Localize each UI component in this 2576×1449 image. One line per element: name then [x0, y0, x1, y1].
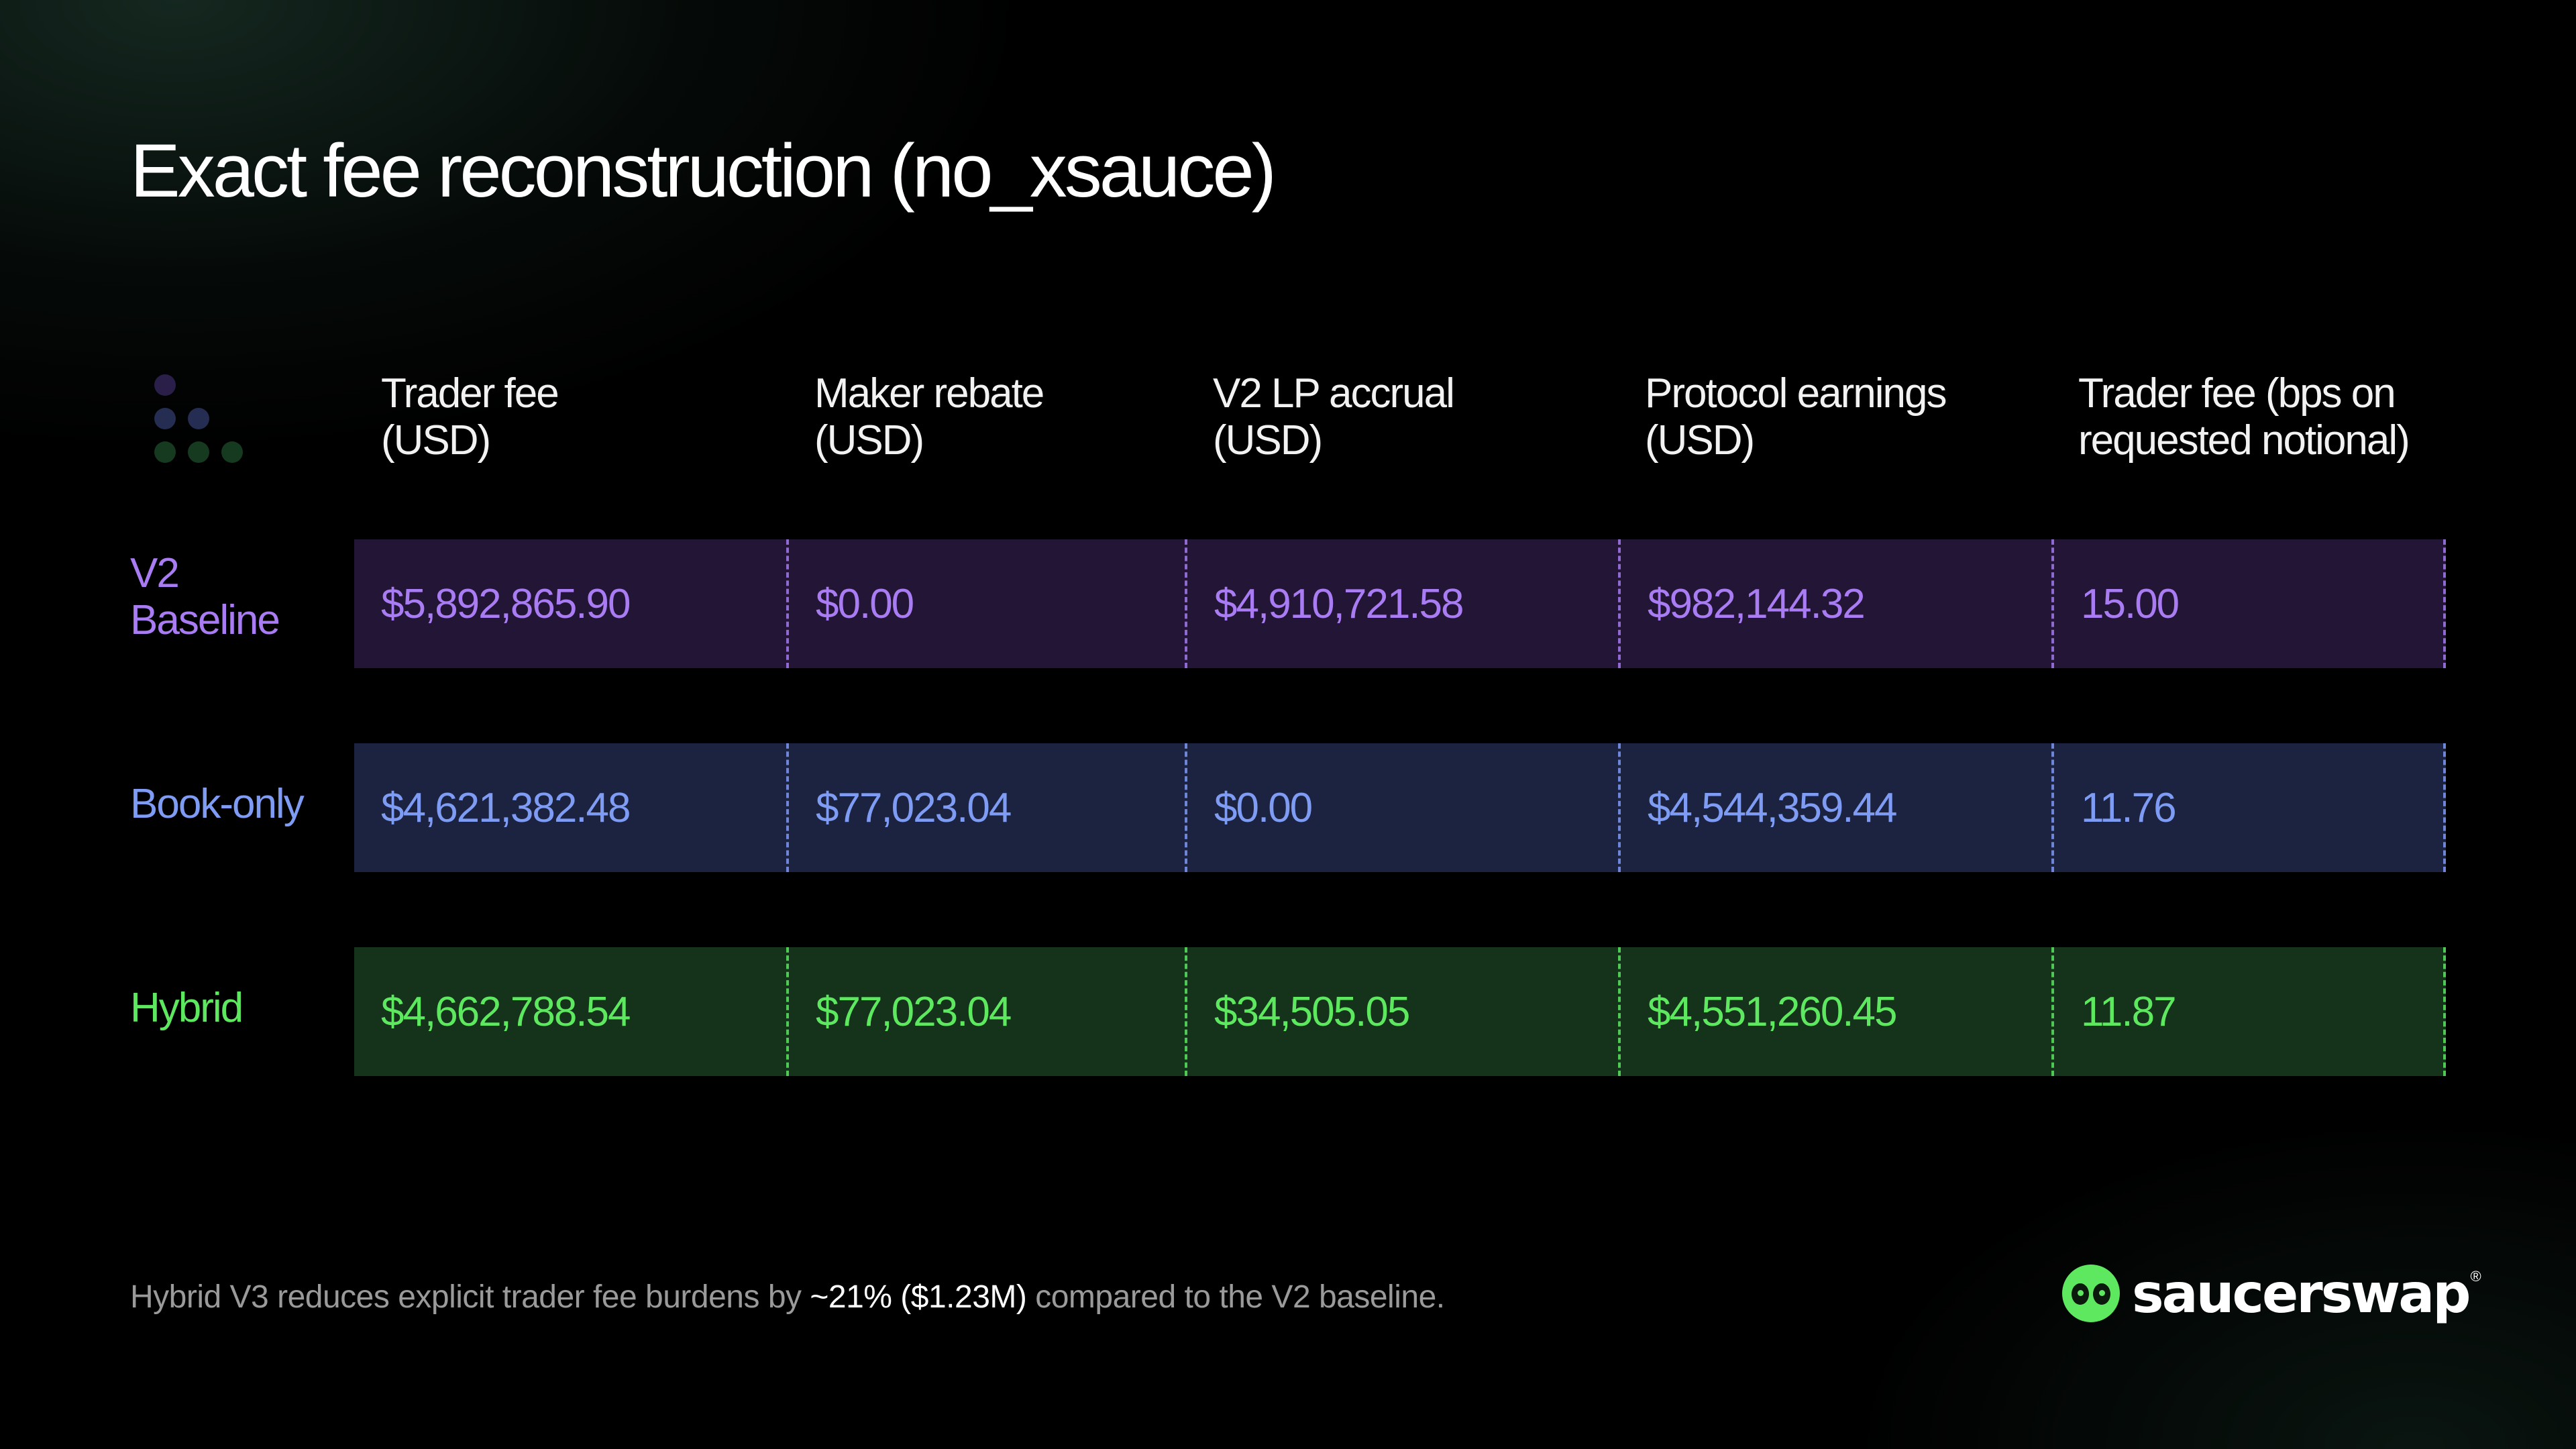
table-cell: 11.87: [2054, 947, 2446, 1076]
dots-triangle-icon: [154, 374, 248, 468]
alien-face-icon: [2062, 1265, 2120, 1322]
saucerswap-logo: saucerswap ®: [2062, 1261, 2481, 1326]
column-header-line1: Trader fee (bps on: [2078, 370, 2396, 417]
logo-eye-left: [2072, 1283, 2089, 1305]
table-cell: $4,662,788.54: [354, 947, 789, 1076]
column-header-v2-lp-accrual: V2 LP accrual (USD): [1213, 370, 1455, 464]
table-row-hybrid: $4,662,788.54 $77,023.04 $34,505.05 $4,5…: [354, 947, 2446, 1076]
registered-mark: ®: [2470, 1268, 2481, 1285]
table-cell: $4,621,382.48: [354, 743, 789, 872]
footnote-text-end: compared to the V2 baseline.: [1026, 1279, 1445, 1315]
row-label-line1: Hybrid: [130, 985, 244, 1031]
row-label-line1: Book-only: [130, 781, 305, 827]
table-row-v2-baseline: $5,892,865.90 $0.00 $4,910,721.58 $982,1…: [354, 539, 2446, 668]
page-title: Exact fee reconstruction (no_xsauce): [130, 129, 1277, 213]
table-cell: $4,544,359.44: [1621, 743, 2054, 872]
dot: [154, 408, 176, 429]
column-header-line2: (USD): [1645, 417, 1755, 464]
row-label-hybrid: Hybrid: [130, 985, 244, 1032]
table-cell: $77,023.04: [789, 947, 1187, 1076]
table-cell: $0.00: [789, 539, 1187, 668]
table-cell: $4,910,721.58: [1187, 539, 1621, 668]
table-cell: $77,023.04: [789, 743, 1187, 872]
row-label-line2: Baseline: [130, 597, 280, 643]
column-header-protocol-earnings: Protocol earnings (USD): [1645, 370, 1947, 464]
dot: [154, 374, 176, 396]
table-cell: $5,892,865.90: [354, 539, 789, 668]
dot: [221, 441, 243, 463]
column-header-line1: Maker rebate: [814, 370, 1044, 417]
column-header-line1: Trader fee: [381, 370, 559, 417]
column-header-line2: requested notional): [2078, 417, 2410, 464]
table-cell: $34,505.05: [1187, 947, 1621, 1076]
logo-eye-right: [2093, 1283, 2110, 1305]
table-cell: 15.00: [2054, 539, 2446, 668]
dot: [188, 441, 209, 463]
table-row-book-only: $4,621,382.48 $77,023.04 $0.00 $4,544,35…: [354, 743, 2446, 872]
table-cell: $0.00: [1187, 743, 1621, 872]
logo-wordmark: saucerswap: [2132, 1262, 2471, 1325]
column-header-line1: Protocol earnings: [1645, 370, 1947, 417]
column-header-line2: (USD): [1213, 417, 1323, 464]
column-header-trader-fee: Trader fee (USD): [381, 370, 559, 464]
dot: [154, 441, 176, 463]
footnote-highlight: ~21% ($1.23M): [810, 1279, 1027, 1315]
column-header-line2: (USD): [381, 417, 491, 464]
table-cell: $982,144.32: [1621, 539, 2054, 668]
dot: [188, 408, 209, 429]
table-cell: 11.76: [2054, 743, 2446, 872]
column-header-trader-fee-bps: Trader fee (bps on requested notional): [2078, 370, 2410, 464]
table-cell: $4,551,260.45: [1621, 947, 2054, 1076]
column-header-line2: (USD): [814, 417, 924, 464]
footnote: Hybrid V3 reduces explicit trader fee bu…: [130, 1279, 1445, 1316]
footnote-text: Hybrid V3 reduces explicit trader fee bu…: [130, 1279, 810, 1315]
row-label-book-only: Book-only: [130, 781, 305, 828]
column-header-maker-rebate: Maker rebate (USD): [814, 370, 1044, 464]
row-label-v2-baseline: V2 Baseline: [130, 550, 280, 644]
row-label-line1: V2: [130, 550, 180, 596]
column-header-line1: V2 LP accrual: [1213, 370, 1455, 417]
